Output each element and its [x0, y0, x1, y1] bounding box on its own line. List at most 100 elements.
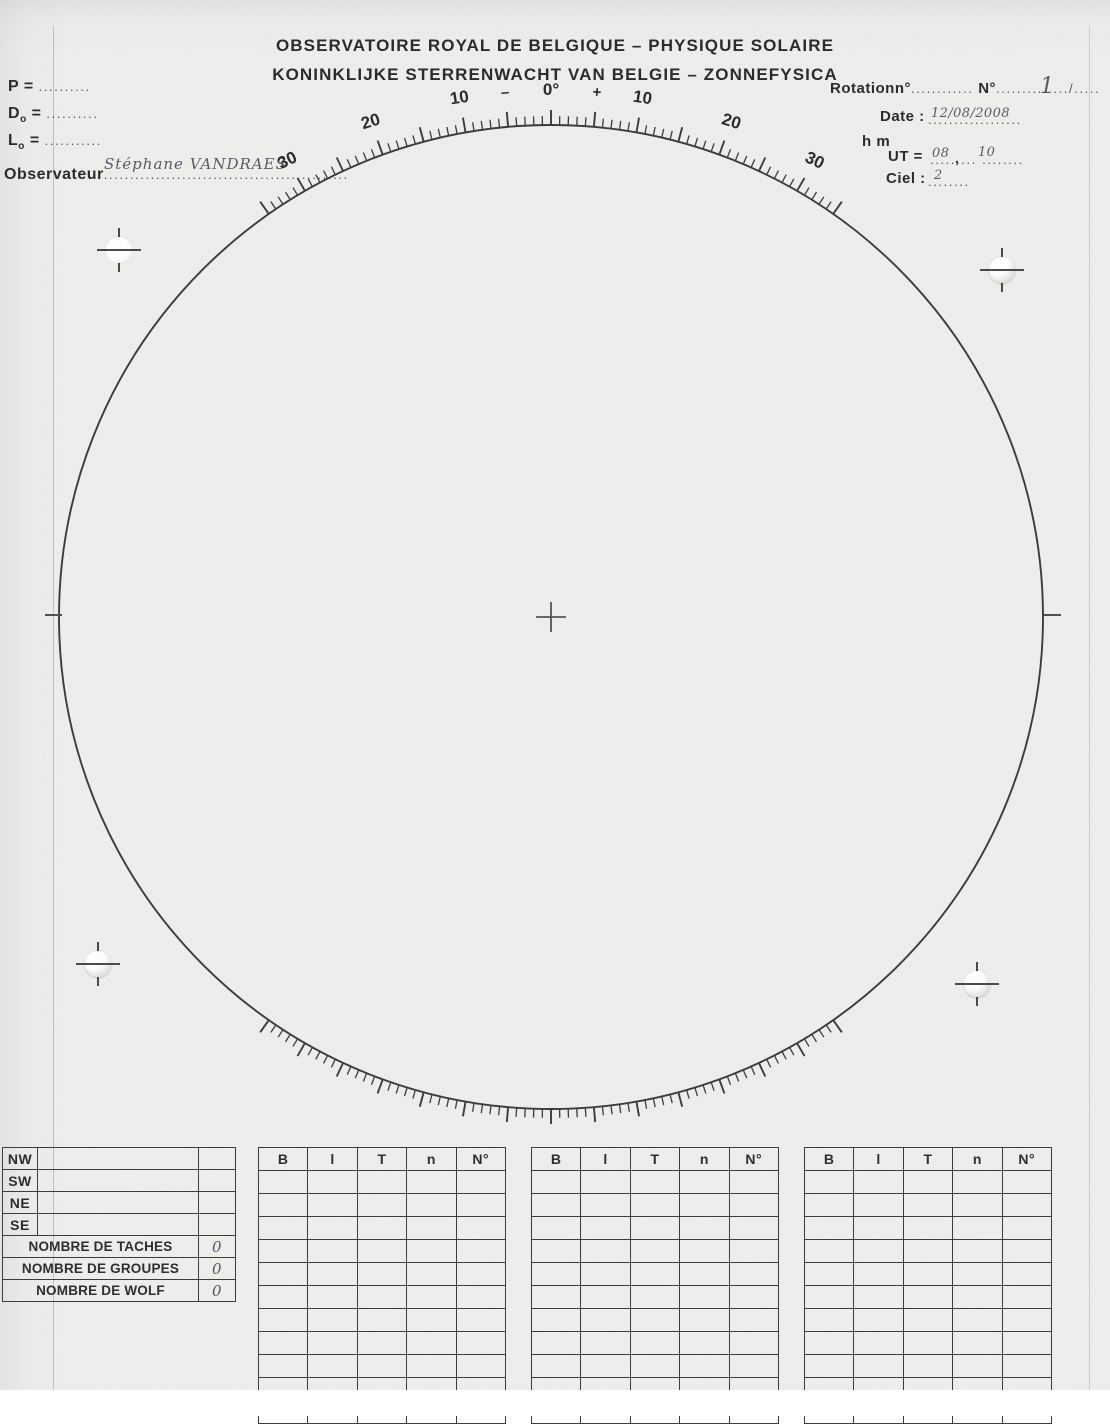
table-cell[interactable]: [680, 1286, 729, 1309]
table-cell[interactable]: [532, 1240, 581, 1263]
total-value[interactable]: 0: [199, 1280, 236, 1302]
table-cell[interactable]: [259, 1286, 308, 1309]
table-cell[interactable]: [357, 1286, 406, 1309]
table-cell[interactable]: [581, 1309, 630, 1332]
table-cell[interactable]: [357, 1309, 406, 1332]
table-cell[interactable]: [1002, 1355, 1051, 1378]
table-cell[interactable]: [854, 1240, 903, 1263]
table-cell[interactable]: [854, 1309, 903, 1332]
table-cell[interactable]: [407, 1286, 456, 1309]
table-cell[interactable]: [903, 1332, 952, 1355]
table-cell[interactable]: [1002, 1171, 1051, 1194]
quadrant-value-se[interactable]: [38, 1214, 199, 1236]
table-cell[interactable]: [680, 1263, 729, 1286]
table-cell[interactable]: [259, 1194, 308, 1217]
table-cell[interactable]: [456, 1286, 505, 1309]
field-date[interactable]: Date :: [880, 108, 925, 125]
table-cell[interactable]: [630, 1309, 679, 1332]
table-cell[interactable]: [581, 1171, 630, 1194]
table-cell[interactable]: [407, 1263, 456, 1286]
table-cell[interactable]: [259, 1355, 308, 1378]
table-cell[interactable]: [308, 1355, 357, 1378]
table-cell[interactable]: [407, 1171, 456, 1194]
table-cell[interactable]: [680, 1171, 729, 1194]
table-cell[interactable]: [532, 1263, 581, 1286]
field-rotation[interactable]: Rotationn°............ N°............../…: [830, 80, 1100, 97]
table-cell[interactable]: [1002, 1217, 1051, 1240]
table-cell[interactable]: [532, 1286, 581, 1309]
table-cell[interactable]: [854, 1194, 903, 1217]
field-l0[interactable]: Lo = ...........: [8, 132, 102, 152]
table-cell[interactable]: [308, 1332, 357, 1355]
table-cell[interactable]: [259, 1332, 308, 1355]
table-cell[interactable]: [953, 1309, 1002, 1332]
table-cell[interactable]: [1002, 1309, 1051, 1332]
table-cell[interactable]: [729, 1217, 778, 1240]
table-cell[interactable]: [903, 1217, 952, 1240]
table-cell[interactable]: [259, 1171, 308, 1194]
quadrant-count-ne[interactable]: [199, 1192, 236, 1214]
table-cell[interactable]: [729, 1171, 778, 1194]
table-cell[interactable]: [805, 1194, 854, 1217]
quadrant-count-nw[interactable]: [199, 1148, 236, 1170]
table-cell[interactable]: [630, 1263, 679, 1286]
table-cell[interactable]: [308, 1309, 357, 1332]
table-cell[interactable]: [407, 1309, 456, 1332]
table-cell[interactable]: [456, 1263, 505, 1286]
table-cell[interactable]: [532, 1332, 581, 1355]
table-cell[interactable]: [407, 1240, 456, 1263]
quadrant-value-ne[interactable]: [38, 1192, 199, 1214]
table-cell[interactable]: [532, 1309, 581, 1332]
table-cell[interactable]: [953, 1286, 1002, 1309]
table-cell[interactable]: [953, 1240, 1002, 1263]
table-cell[interactable]: [581, 1286, 630, 1309]
table-cell[interactable]: [308, 1194, 357, 1217]
table-cell[interactable]: [259, 1263, 308, 1286]
table-cell[interactable]: [729, 1332, 778, 1355]
table-cell[interactable]: [456, 1355, 505, 1378]
table-cell[interactable]: [1002, 1240, 1051, 1263]
table-cell[interactable]: [729, 1309, 778, 1332]
table-cell[interactable]: [953, 1263, 1002, 1286]
table-cell[interactable]: [456, 1309, 505, 1332]
table-cell[interactable]: [357, 1240, 406, 1263]
table-cell[interactable]: [805, 1171, 854, 1194]
table-cell[interactable]: [903, 1171, 952, 1194]
quadrant-value-nw[interactable]: [38, 1148, 199, 1170]
table-cell[interactable]: [407, 1355, 456, 1378]
table-cell[interactable]: [630, 1240, 679, 1263]
table-cell[interactable]: [805, 1309, 854, 1332]
table-cell[interactable]: [680, 1194, 729, 1217]
table-cell[interactable]: [259, 1240, 308, 1263]
total-value[interactable]: 0: [199, 1258, 236, 1280]
table-cell[interactable]: [630, 1332, 679, 1355]
table-cell[interactable]: [308, 1286, 357, 1309]
table-cell[interactable]: [680, 1240, 729, 1263]
table-cell[interactable]: [729, 1355, 778, 1378]
table-cell[interactable]: [357, 1332, 406, 1355]
total-value[interactable]: 0: [199, 1236, 236, 1258]
table-cell[interactable]: [680, 1332, 729, 1355]
quadrant-count-se[interactable]: [199, 1214, 236, 1236]
table-cell[interactable]: [581, 1263, 630, 1286]
table-cell[interactable]: [953, 1194, 1002, 1217]
table-cell[interactable]: [407, 1332, 456, 1355]
table-cell[interactable]: [308, 1263, 357, 1286]
table-cell[interactable]: [532, 1171, 581, 1194]
table-cell[interactable]: [630, 1217, 679, 1240]
table-cell[interactable]: [854, 1332, 903, 1355]
table-cell[interactable]: [680, 1309, 729, 1332]
table-cell[interactable]: [680, 1217, 729, 1240]
table-cell[interactable]: [308, 1240, 357, 1263]
table-cell[interactable]: [357, 1171, 406, 1194]
table-cell[interactable]: [854, 1263, 903, 1286]
quadrant-count-sw[interactable]: [199, 1170, 236, 1192]
table-cell[interactable]: [903, 1263, 952, 1286]
table-cell[interactable]: [1002, 1194, 1051, 1217]
table-cell[interactable]: [357, 1217, 406, 1240]
table-cell[interactable]: [357, 1263, 406, 1286]
table-cell[interactable]: [903, 1309, 952, 1332]
table-cell[interactable]: [630, 1171, 679, 1194]
table-cell[interactable]: [357, 1194, 406, 1217]
table-cell[interactable]: [805, 1240, 854, 1263]
